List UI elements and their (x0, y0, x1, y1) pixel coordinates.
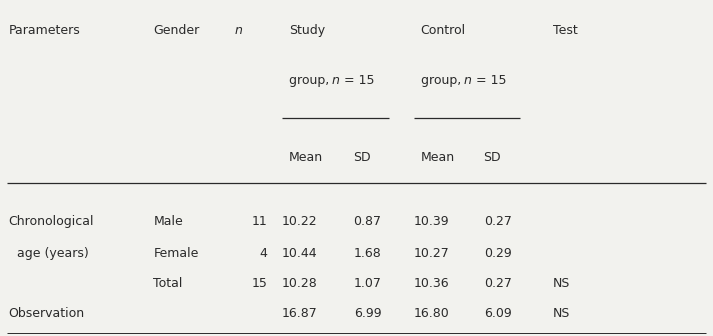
Text: Gender: Gender (153, 24, 200, 37)
Text: 10.39: 10.39 (414, 215, 449, 228)
Text: group,: group, (289, 74, 333, 87)
Text: 16.80: 16.80 (414, 307, 449, 321)
Text: Total: Total (153, 277, 183, 290)
Text: 15: 15 (252, 277, 267, 290)
Text: 10.36: 10.36 (414, 277, 449, 290)
Text: SD: SD (483, 151, 501, 164)
Text: 1.07: 1.07 (354, 277, 381, 290)
Text: SD: SD (353, 151, 371, 164)
Text: 10.22: 10.22 (282, 215, 317, 228)
Text: Female: Female (153, 247, 199, 260)
Text: NS: NS (553, 307, 570, 321)
Text: n: n (332, 74, 339, 87)
Text: 10.28: 10.28 (282, 277, 317, 290)
Text: Observation: Observation (9, 307, 85, 321)
Text: 0.27: 0.27 (484, 215, 512, 228)
Text: group,: group, (421, 74, 465, 87)
Text: 0.27: 0.27 (484, 277, 512, 290)
Text: 0.87: 0.87 (354, 215, 381, 228)
Text: age (years): age (years) (9, 247, 88, 260)
Text: 1.68: 1.68 (354, 247, 381, 260)
Text: 10.44: 10.44 (282, 247, 317, 260)
Text: Male: Male (153, 215, 183, 228)
Text: 0.29: 0.29 (484, 247, 512, 260)
Text: 11: 11 (252, 215, 267, 228)
Text: 4: 4 (260, 247, 267, 260)
Text: 6.09: 6.09 (484, 307, 512, 321)
Text: Mean: Mean (289, 151, 323, 164)
Text: 16.87: 16.87 (282, 307, 317, 321)
Text: = 15: = 15 (340, 74, 374, 87)
Text: Control: Control (421, 24, 466, 37)
Text: n: n (235, 24, 242, 37)
Text: Parameters: Parameters (9, 24, 81, 37)
Text: NS: NS (553, 277, 570, 290)
Text: Mean: Mean (421, 151, 455, 164)
Text: Chronological: Chronological (9, 215, 94, 228)
Text: 10.27: 10.27 (414, 247, 449, 260)
Text: n: n (463, 74, 471, 87)
Text: = 15: = 15 (472, 74, 506, 87)
Text: Test: Test (553, 24, 578, 37)
Text: 6.99: 6.99 (354, 307, 381, 321)
Text: Study: Study (289, 24, 325, 37)
